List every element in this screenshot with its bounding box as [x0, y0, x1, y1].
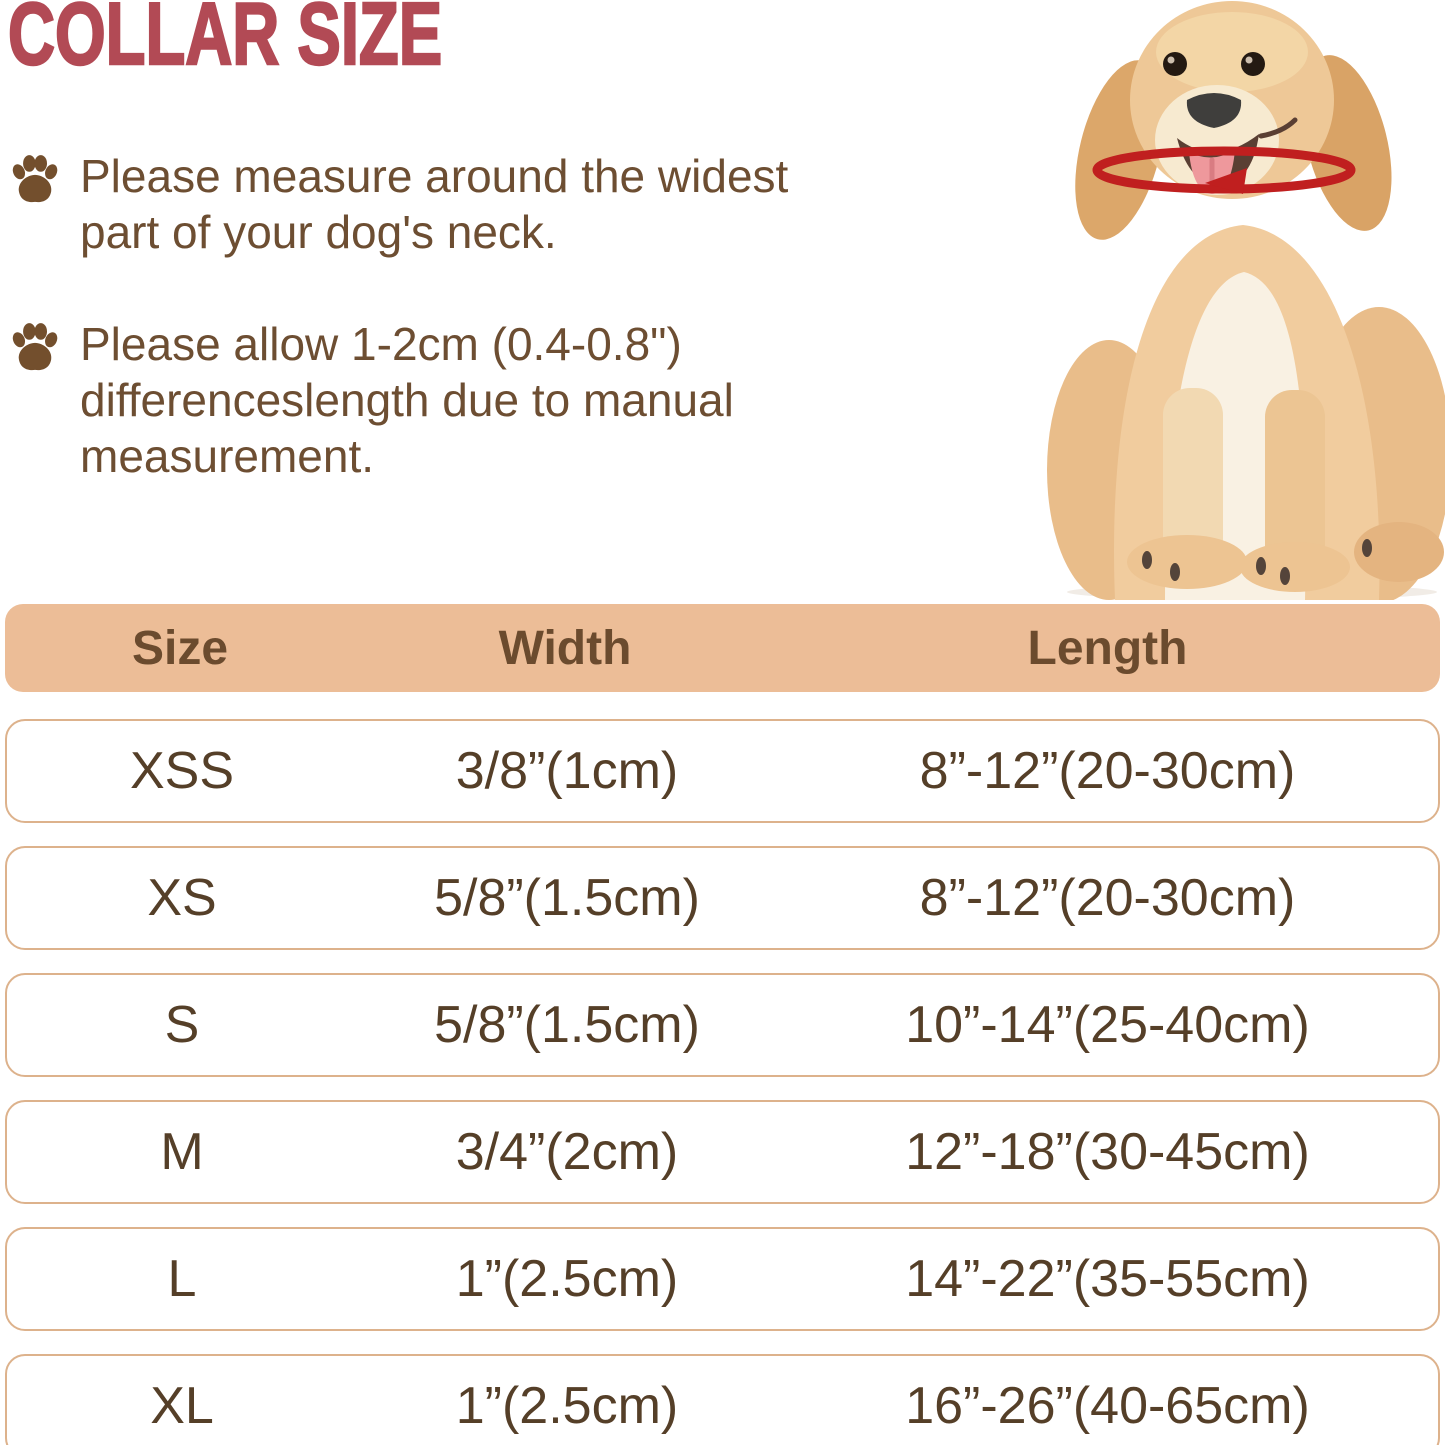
cell-length: 8”-12”(20-30cm) — [919, 742, 1296, 800]
dog-nose — [1186, 93, 1242, 128]
note-text: Please measure around the widest part of… — [80, 148, 788, 260]
cell-length: 8”-12”(20-30cm) — [919, 869, 1296, 927]
table-row-xl: XL 1”(2.5cm) 16”-26”(40-65cm) — [5, 1354, 1440, 1445]
cell-size: XSS — [129, 742, 235, 800]
table-row-xss: XSS 3/8”(1cm) 8”-12”(20-30cm) — [5, 719, 1440, 823]
dog-eye — [1163, 52, 1187, 76]
note-text: Please allow 1-2cm (0.4-0.8") difference… — [80, 316, 734, 484]
measure-arrow-icon — [1205, 168, 1247, 194]
cell-width: 5/8”(1.5cm) — [434, 869, 700, 927]
cell-width: 5/8”(1.5cm) — [434, 996, 700, 1054]
neck-measure-ring — [1092, 146, 1356, 194]
table-row-s: S 5/8”(1.5cm) 10”-14”(25-40cm) — [5, 973, 1440, 1077]
paw-icon — [12, 323, 58, 371]
cell-size: M — [160, 1123, 204, 1181]
note-measurement-tolerance: Please allow 1-2cm (0.4-0.8") difference… — [8, 316, 734, 484]
note-line: Please allow 1-2cm (0.4-0.8") — [80, 318, 682, 370]
cell-size: L — [167, 1250, 197, 1308]
cell-size: S — [164, 996, 200, 1054]
table-row-l: L 1”(2.5cm) 14”-22”(35-55cm) — [5, 1227, 1440, 1331]
note-measure-neck: Please measure around the widest part of… — [8, 148, 788, 260]
note-line: measurement. — [80, 430, 375, 483]
size-table-body: XSS 3/8”(1cm) 8”-12”(20-30cm) XS 5/8”(1.… — [5, 719, 1440, 1445]
cell-length: 14”-22”(35-55cm) — [905, 1250, 1310, 1308]
table-row-xs: XS 5/8”(1.5cm) 8”-12”(20-30cm) — [5, 846, 1440, 950]
note-line: part of your dog's neck. — [80, 206, 557, 259]
header-width: Width — [498, 621, 632, 675]
cell-length: 16”-26”(40-65cm) — [905, 1377, 1310, 1435]
cell-size: XS — [147, 869, 217, 927]
golden-retriever-puppy-illustration — [1047, 1, 1445, 600]
table-row-m: M 3/4”(2cm) 12”-18”(30-45cm) — [5, 1100, 1440, 1204]
cell-size: XL — [150, 1377, 214, 1435]
size-table-header: Size Width Length — [5, 604, 1440, 692]
cell-width: 3/8”(1cm) — [455, 742, 679, 800]
header-length: Length — [1027, 621, 1188, 675]
cell-width: 1”(2.5cm) — [455, 1250, 679, 1308]
cell-length: 12”-18”(30-45cm) — [905, 1123, 1310, 1181]
cell-width: 1”(2.5cm) — [455, 1377, 679, 1435]
cell-width: 3/4”(2cm) — [455, 1123, 679, 1181]
page-title: COLLAR SIZE — [7, 0, 443, 83]
dog-eye — [1241, 52, 1265, 76]
cell-length: 10”-14”(25-40cm) — [905, 996, 1310, 1054]
note-line: Please measure around the widest — [80, 150, 789, 202]
note-line: differenceslength due to manual — [80, 374, 734, 427]
paw-icon — [12, 155, 58, 203]
header-size: Size — [131, 621, 229, 675]
